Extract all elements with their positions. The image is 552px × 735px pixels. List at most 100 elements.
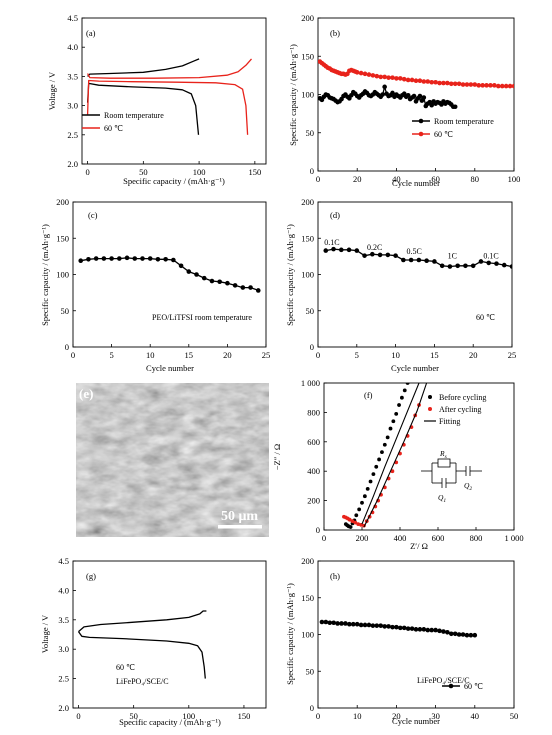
data-point bbox=[386, 75, 391, 80]
data-point bbox=[478, 259, 484, 264]
legend-marker bbox=[418, 118, 424, 124]
data-point bbox=[385, 435, 390, 440]
y-axis-label: Specific capacity / (mAh·g⁻¹) bbox=[288, 44, 298, 146]
y-tick-label: 150 bbox=[301, 593, 314, 603]
data-point bbox=[365, 486, 370, 491]
data-point bbox=[486, 260, 492, 266]
data-point bbox=[163, 256, 168, 262]
sem-panel-label: (e) bbox=[79, 386, 93, 401]
data-point bbox=[417, 78, 423, 84]
y-tick-label: 200 bbox=[301, 556, 314, 566]
x-tick-label: 60 bbox=[431, 174, 440, 184]
x-tick-label: 200 bbox=[356, 533, 369, 543]
sem-scale-bar bbox=[218, 525, 262, 529]
data-point bbox=[350, 519, 355, 524]
plot-frame bbox=[317, 560, 515, 709]
data-point bbox=[377, 252, 383, 258]
data-point bbox=[394, 411, 399, 416]
chart-panel-g: 0 50 100 150 2.0 2.5 3.0 3.5 4.0 4.5 Specific capa… bbox=[40, 556, 267, 727]
data-point bbox=[417, 627, 423, 632]
x-axis-label: Cycle number bbox=[392, 178, 440, 188]
circuit-subscript: 1 bbox=[443, 498, 446, 504]
x-tick-label: 20 bbox=[223, 350, 232, 360]
y-tick-label: 600 bbox=[307, 437, 320, 447]
data-point bbox=[424, 258, 429, 264]
equivalent-circuit bbox=[421, 458, 482, 488]
x-tick-label: 30 bbox=[431, 711, 440, 721]
x-tick-label: 0 bbox=[316, 711, 320, 721]
data-point bbox=[397, 403, 401, 407]
data-point bbox=[455, 263, 460, 269]
x-tick-label: 25 bbox=[262, 350, 271, 360]
data-point bbox=[380, 450, 384, 454]
data-point bbox=[439, 263, 445, 269]
data-point bbox=[441, 80, 446, 86]
data-point bbox=[248, 285, 253, 290]
y-tick-label: 50 bbox=[306, 666, 315, 676]
data-point bbox=[390, 75, 395, 80]
data-point bbox=[358, 70, 364, 76]
data-point bbox=[366, 72, 372, 77]
data-point bbox=[429, 627, 434, 633]
annotation: PEO/LiTFSI room temperature bbox=[152, 313, 252, 322]
chart-panel-h: 0 10 20 30 40 50 0 50 100 150 200 Cycle number Speci… bbox=[285, 556, 518, 726]
data-point bbox=[503, 83, 509, 89]
data-point bbox=[350, 621, 356, 627]
plot-frame bbox=[72, 201, 267, 348]
data-point bbox=[117, 256, 122, 261]
data-point bbox=[416, 257, 422, 263]
data-point bbox=[447, 264, 453, 269]
annotation: LiFePO₄/SCE/C bbox=[116, 677, 169, 686]
x-tick-label: 100 bbox=[193, 167, 206, 177]
y-axis-label: Voltage / V bbox=[47, 71, 57, 110]
series-group bbox=[342, 383, 428, 529]
x-tick-label: 20 bbox=[392, 711, 401, 721]
data-point bbox=[494, 261, 499, 266]
data-point bbox=[452, 104, 458, 110]
chart-panel-b: 0 20 40 60 80 100 0 50 100 150 200 Cycle number Spec… bbox=[288, 13, 520, 188]
y-tick-label: 0 bbox=[316, 525, 320, 535]
data-point bbox=[357, 507, 362, 512]
data-point bbox=[101, 256, 107, 261]
data-point bbox=[433, 79, 438, 85]
x-axis-label: Cycle number bbox=[391, 363, 439, 373]
data-point bbox=[109, 256, 114, 261]
data-point bbox=[319, 619, 325, 625]
data-point bbox=[378, 623, 384, 628]
series-line bbox=[87, 58, 200, 77]
x-tick-label: 50 bbox=[139, 167, 148, 177]
data-point bbox=[388, 426, 393, 431]
y-tick-label: 2.0 bbox=[58, 703, 69, 713]
data-point bbox=[417, 93, 423, 99]
y-tick-label: 50 bbox=[306, 306, 315, 316]
x-tick-label: 50 bbox=[129, 711, 138, 721]
series-line bbox=[78, 610, 207, 633]
rate-label: 0.5C bbox=[407, 247, 422, 256]
circuit-label-rs: Rs bbox=[439, 449, 447, 460]
chart-panel-c: 0 5 10 15 20 25 0 50 100 150 200 Cycle number Specif… bbox=[40, 197, 270, 373]
data-point bbox=[460, 632, 466, 637]
series-line bbox=[86, 79, 249, 135]
y-tick-label: 0 bbox=[65, 342, 69, 352]
y-tick-label: 200 bbox=[56, 197, 69, 207]
x-tick-label: 150 bbox=[248, 167, 261, 177]
y-tick-label: 0 bbox=[310, 342, 314, 352]
series-group bbox=[319, 619, 478, 638]
data-point bbox=[362, 622, 368, 628]
legend-label: 60 ℃ bbox=[104, 124, 123, 133]
sem-panel: (e) 50 μm bbox=[76, 383, 269, 537]
data-point bbox=[480, 83, 485, 88]
data-point bbox=[421, 627, 427, 632]
data-point bbox=[382, 84, 387, 90]
data-point bbox=[323, 248, 329, 253]
y-tick-label: 100 bbox=[301, 270, 314, 280]
data-point bbox=[186, 269, 192, 274]
data-point bbox=[405, 626, 411, 631]
x-tick-label: 10 bbox=[146, 350, 155, 360]
series-group bbox=[323, 246, 512, 269]
data-point bbox=[380, 92, 385, 97]
data-point bbox=[171, 257, 176, 263]
data-point bbox=[356, 522, 361, 527]
data-point bbox=[368, 479, 373, 484]
data-point bbox=[362, 494, 367, 499]
